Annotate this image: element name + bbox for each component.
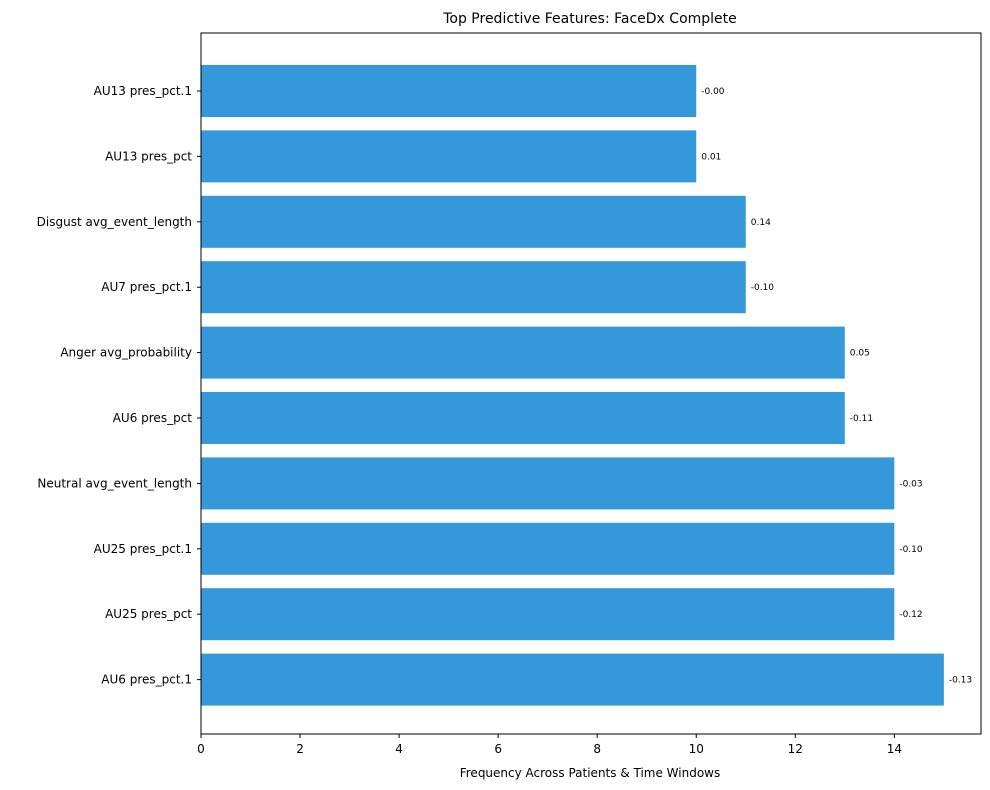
bar <box>201 65 697 117</box>
x-tick-label: 0 <box>197 742 205 756</box>
y-tick-label: Anger avg_probability <box>60 346 192 360</box>
x-tick-label: 14 <box>887 742 902 756</box>
y-tick-label: AU7 pres_pct.1 <box>101 280 192 294</box>
chart-title: Top Predictive Features: FaceDx Complete <box>442 11 737 27</box>
plot-frame <box>200 32 982 735</box>
y-tick-label: AU13 pres_pct <box>105 149 192 163</box>
y-tick-label: AU6 pres_pct.1 <box>101 673 192 687</box>
y-tick-label: Disgust avg_event_length <box>37 215 192 229</box>
bar <box>201 653 944 706</box>
bar-value-label: -0.11 <box>850 414 873 424</box>
bar-value-label: -0.10 <box>751 283 775 293</box>
y-tick-label: AU13 pres_pct.1 <box>94 84 192 98</box>
bar <box>201 457 895 510</box>
x-axis-label: Frequency Across Patients & Time Windows <box>460 766 721 780</box>
x-tick-label: 8 <box>593 742 601 756</box>
bars <box>201 65 944 706</box>
y-tick-label: AU6 pres_pct <box>113 411 193 425</box>
bar-value-label: 0.01 <box>701 152 721 162</box>
y-tick-label: AU25 pres_pct <box>105 607 192 621</box>
bar-value-labels: -0.00 0.01 0.14 -0.10 0.05 -0.11 -0.03 -0.10 -0.… <box>701 87 972 686</box>
bar-value-label: -0.03 <box>899 479 922 489</box>
bar <box>201 588 895 641</box>
x-axis-ticks: 0 2 4 6 8 10 12 14 <box>197 734 902 756</box>
bar <box>201 522 895 575</box>
bar-value-label: 0.14 <box>751 218 771 228</box>
x-tick-label: 10 <box>689 742 704 756</box>
x-tick-label: 12 <box>788 742 803 756</box>
bar <box>201 261 746 314</box>
y-tick-label: AU25 pres_pct.1 <box>94 542 192 556</box>
y-axis-ticks: AU13 pres_pct.1 AU13 pres_pct Disgust avg_… <box>37 84 201 687</box>
bar <box>201 130 697 183</box>
bar-value-label: -0.00 <box>701 87 725 97</box>
x-tick-label: 4 <box>395 742 403 756</box>
bar-value-label: 0.05 <box>850 349 870 359</box>
bar-value-label: -0.13 <box>949 676 972 686</box>
x-tick-label: 2 <box>296 742 304 756</box>
y-tick-label: Neutral avg_event_length <box>37 476 192 490</box>
bar <box>201 392 845 444</box>
bar <box>201 195 746 248</box>
x-tick-label: 6 <box>494 742 502 756</box>
bar-value-label: -0.12 <box>899 610 922 620</box>
bar <box>201 326 845 379</box>
bar-value-label: -0.10 <box>899 545 923 555</box>
